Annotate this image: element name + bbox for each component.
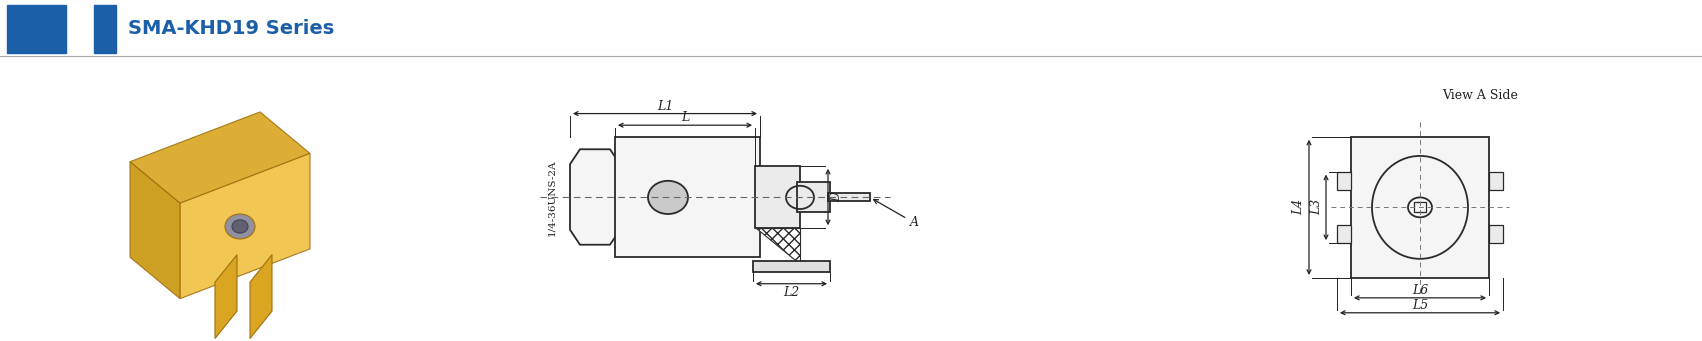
Bar (797, 182, 831, 211)
Polygon shape (756, 228, 800, 264)
Bar (756, 166, 800, 228)
Text: A: A (873, 199, 919, 229)
Text: L: L (681, 111, 689, 124)
Bar (1489, 225, 1503, 243)
Ellipse shape (231, 220, 248, 233)
Bar (1351, 137, 1489, 278)
Bar (1338, 225, 1351, 243)
Text: L6: L6 (1413, 284, 1428, 297)
Text: L5: L5 (1413, 299, 1428, 312)
Polygon shape (250, 255, 272, 339)
Bar (1489, 172, 1503, 190)
Polygon shape (570, 149, 620, 245)
Polygon shape (214, 255, 237, 339)
Text: L4: L4 (1292, 199, 1305, 216)
Bar (7, 5, 66, 53)
Bar (1414, 203, 1426, 212)
Bar (614, 137, 761, 257)
Text: L2: L2 (783, 285, 800, 298)
Bar (827, 193, 870, 201)
Text: 1/4-36UNS-2A: 1/4-36UNS-2A (548, 159, 557, 236)
Ellipse shape (648, 181, 688, 214)
Bar (94, 5, 116, 53)
Polygon shape (129, 162, 180, 299)
Polygon shape (129, 112, 310, 203)
Ellipse shape (225, 214, 255, 239)
Text: L1: L1 (657, 100, 672, 113)
Text: D: D (831, 192, 844, 202)
Text: View A Side: View A Side (1442, 89, 1518, 102)
Polygon shape (180, 153, 310, 299)
Bar (1338, 172, 1351, 190)
Text: SMA-KHD19 Series: SMA-KHD19 Series (128, 19, 334, 39)
Bar (752, 261, 831, 272)
Text: L3: L3 (1311, 199, 1324, 216)
